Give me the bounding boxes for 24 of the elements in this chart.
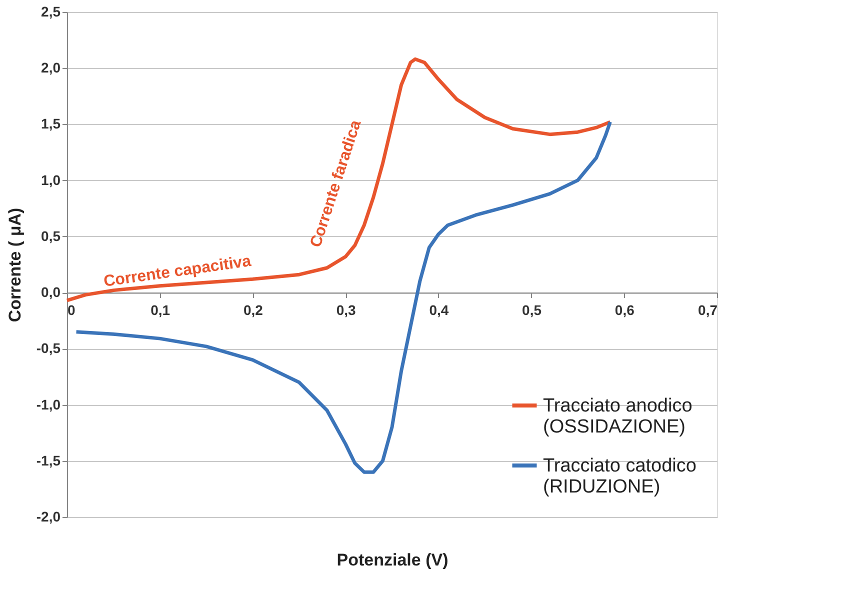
x-tick-label: 0,4 xyxy=(429,302,449,318)
x-axis-title: Potenziale (V) xyxy=(336,550,448,570)
x-tick-label: 0 xyxy=(68,302,76,318)
annotation: Corrente capacitiva xyxy=(102,252,252,290)
line-series xyxy=(65,57,612,302)
y-tick-label: 1,0 xyxy=(41,172,61,188)
y-axis-title: Corrente ( μA) xyxy=(5,208,24,322)
y-tick-label: 1,5 xyxy=(41,116,61,132)
x-tick-label: 0,1 xyxy=(150,302,170,318)
legend-label: Tracciato anodico (OSSIDAZIONE) xyxy=(543,396,692,438)
y-tick-label: 0,0 xyxy=(41,284,61,300)
x-tick-label: 0,3 xyxy=(336,302,356,318)
x-tick-label: 0,2 xyxy=(243,302,264,318)
y-tick-label: 0,5 xyxy=(41,228,61,244)
legend-label: Tracciato catodico (RIDUZIONE) xyxy=(543,456,696,498)
y-tick-label: -1,5 xyxy=(36,452,61,468)
y-tick-label: -1,0 xyxy=(36,396,61,412)
x-tick-label: 0,5 xyxy=(522,302,542,318)
y-tick-label: -2,0 xyxy=(36,508,61,524)
y-tick-label: -0,5 xyxy=(36,340,61,356)
x-tick-label: 0,6 xyxy=(614,302,635,318)
x-tick-label: 0,7 xyxy=(698,302,718,318)
y-tick-label: 2,0 xyxy=(41,60,61,76)
y-tick-label: 2,5 xyxy=(41,4,61,20)
